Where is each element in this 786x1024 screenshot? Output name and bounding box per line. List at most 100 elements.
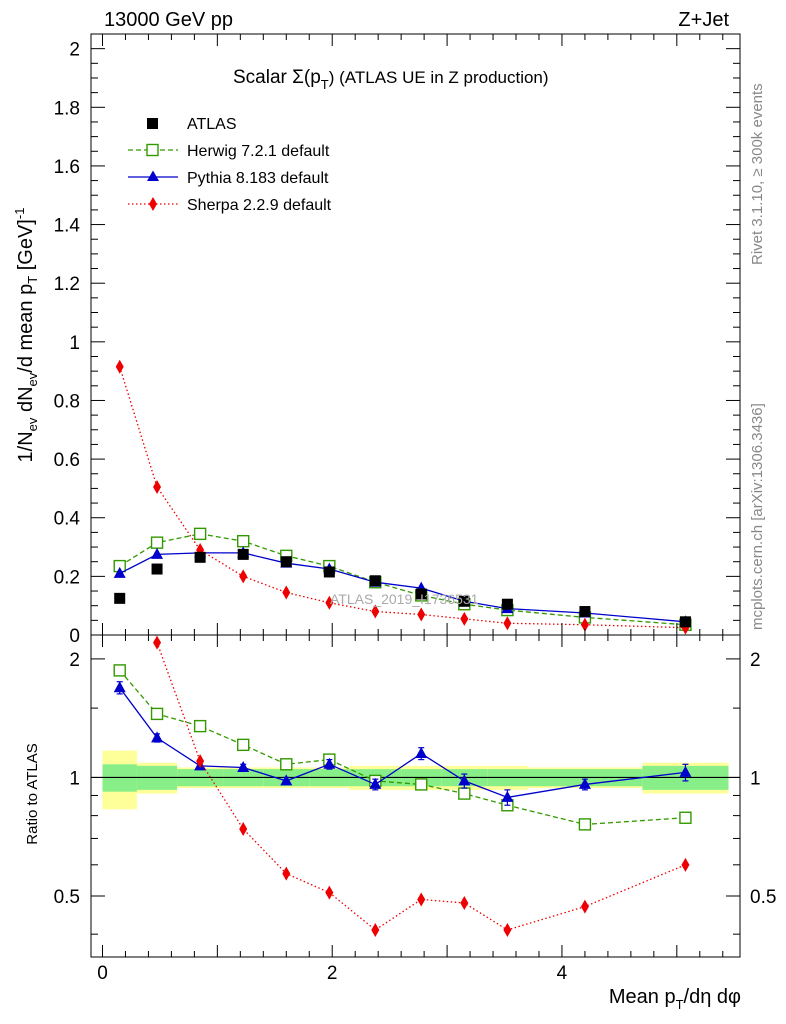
sherpa-point [239,569,248,584]
plot-title-main: Scalar Σ(p [233,67,321,88]
main-plot-series [113,359,692,635]
pythia-ratio-point [578,777,591,789]
header-right: Z+Jet [678,9,729,31]
y-tick-label: 1.4 [54,216,81,237]
header-left: 13000 GeV pp [104,9,233,31]
sherpa-point [153,479,162,494]
pythia-point [113,566,126,578]
x-axis-label-rest: /dη dφ [684,986,741,1008]
sherpa-point [371,604,380,619]
legend-marker-sherpa [149,197,157,211]
y-tick-label: 0.6 [54,450,80,471]
atlas-point [579,606,591,618]
y-tick-label: 0 [69,626,80,647]
sherpa-point [282,585,291,600]
atlas-point [280,556,292,568]
y-tick-label: 1.2 [54,274,80,295]
ratio-y-tick-label: 0.5 [54,887,80,908]
herwig-ratio-point [578,818,592,831]
sherpa-ratio-point [417,892,426,907]
x-tick-label: 4 [557,963,568,984]
sherpa-ratio-point [116,430,124,444]
legend-marker-atlas [147,118,158,129]
pythia-ratio-point [323,757,336,769]
atlas-point [369,575,381,587]
herwig-ratio-point [236,738,250,752]
atlas-point [237,548,249,560]
x-axis-label: Mean pT/dη dφ [609,986,741,1012]
atlas-point [194,551,206,563]
ratio-y-tick-label-right: 0.5 [750,887,776,908]
mcplots-label: mcplots.cern.ch [arXiv:1306.3436] [749,403,766,630]
herwig-ratio-point [679,811,692,824]
atlas-point [114,592,126,604]
pythia-ratio-point [151,731,164,743]
atlas-point [323,566,335,578]
sherpa-point [580,617,589,632]
pythia-line [119,552,686,623]
ratio-y-tick-label-right: 2 [750,650,761,671]
sherpa-ratio-point [196,754,205,769]
sherpa-ratio-line [155,635,686,931]
x-axis-label-sub: T [676,997,684,1012]
sherpa-ratio-point [239,821,248,836]
legend-label-sherpa: Sherpa 2.2.9 default [187,197,332,214]
sherpa-point [460,611,469,626]
sherpa-point [325,595,334,610]
sherpa-point [115,359,124,374]
herwig-ratio-point [415,778,428,791]
y-tick-label: 2 [69,40,80,61]
atlas-point [501,598,513,610]
plot-title-rest: ) (ATLAS UE in Z production) [329,68,549,87]
y-tick-label: 1 [69,333,80,354]
legend-label-atlas: ATLAS [187,116,237,133]
atlas-point [415,588,427,600]
x-tick-label: 0 [97,963,108,984]
atlas-point [151,563,163,575]
sherpa-line [119,366,686,629]
ratio-y-tick-label: 1 [69,768,80,789]
herwig-ratio-point [458,787,471,800]
x-axis-label-main: Mean p [609,986,676,1008]
axes-ticks: 0 2 4 0 0.2 0.4 0.6 0.8 1 1.2 1.4 1.6 1.8 2 0.5 0.5 1 1 2 2 [54,33,776,984]
y-tick-label: 0.4 [54,509,81,530]
sherpa-ratio-point [681,857,690,872]
herwig-point [193,527,207,541]
sherpa-ratio-point [153,635,162,650]
herwig-point [236,534,250,548]
pythia-ratio-point [679,765,692,777]
y-tick-label: 1.8 [54,98,80,119]
herwig-ratio-point [150,707,164,721]
ratio-uncertainty-bands [91,750,740,810]
legend: ATLAS Herwig 7.2.1 default Pythia 8.183 … [128,116,332,214]
y-tick-label: 0.8 [54,391,80,412]
analysis-watermark: ATLAS_2019_I1736531 [330,591,479,607]
plot-title: Scalar Σ(pT) (ATLAS UE in Z production) [233,67,549,92]
ratio-plot-frame [90,634,741,958]
pythia-ratio-point [280,774,293,786]
herwig-point [150,536,164,549]
herwig-ratio-point [280,758,293,771]
pythia-ratio-line [119,687,686,799]
pythia-ratio-point [415,747,428,759]
herwig-ratio-line [119,669,686,826]
sherpa-ratio-point [503,922,512,937]
ratio-y-tick-label-right: 1 [750,768,761,789]
pythia-ratio-point [458,774,471,786]
rivet-label: Rivet 3.1.10, ≥ 300k events [749,83,766,265]
pythia-ratio-point [237,760,250,772]
sherpa-ratio-point [282,866,291,881]
sherpa-ratio-point [580,899,589,914]
main-y-axis-label: 1/Nev dNev/d mean pT [GeV]-1 [12,208,40,463]
legend-label-pythia: Pythia 8.183 default [187,170,329,187]
legend-marker-herwig [146,143,159,157]
legend-marker-pythia [147,170,159,181]
sherpa-ratio-point [325,885,334,900]
pythia-point [151,547,164,559]
y-tick-label: 1.6 [54,157,80,178]
pythia-ratio-point [113,681,126,693]
herwig-ratio-point [193,719,207,733]
y-tick-label: 0.2 [54,567,80,588]
sherpa-point [503,616,512,631]
